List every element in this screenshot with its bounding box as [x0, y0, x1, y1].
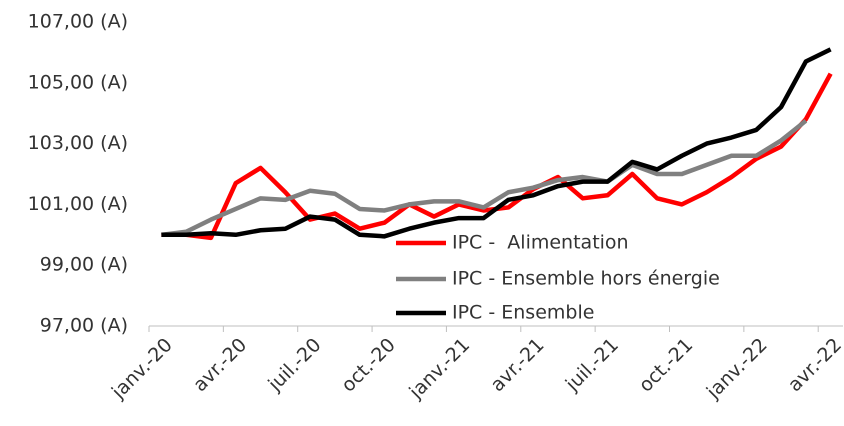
- y-tick-label: 103,00 (A): [28, 132, 128, 154]
- y-tick-label: 101,00 (A): [28, 193, 128, 215]
- legend-label: IPC - Ensemble: [452, 302, 594, 324]
- legend-label: IPC - Ensemble hors énergie: [452, 268, 720, 290]
- series-line: [161, 119, 808, 238]
- x-tick-label: janv.-20: [107, 334, 177, 404]
- x-tick-label: janv.-21: [404, 334, 474, 404]
- x-tick-label: oct.-20: [337, 334, 400, 397]
- series-line: [161, 47, 832, 239]
- y-tick-label: 107,00 (A): [28, 11, 128, 33]
- x-tick-label: avr.-20: [189, 334, 251, 396]
- x-tick-label: juil.-20: [263, 334, 325, 396]
- x-tick-label: oct.-21: [635, 334, 698, 397]
- legend-label: IPC - Alimentation: [452, 232, 629, 254]
- x-tick-label: avr.-22: [784, 334, 844, 396]
- x-tick-label: avr.-21: [486, 334, 548, 396]
- y-tick-label: 99,00 (A): [40, 254, 128, 276]
- x-tick-label: janv.-22: [702, 334, 772, 404]
- y-tick-label: 97,00 (A): [40, 315, 128, 337]
- x-tick-label: juil.-21: [561, 334, 623, 396]
- y-tick-label: 105,00 (A): [28, 71, 128, 93]
